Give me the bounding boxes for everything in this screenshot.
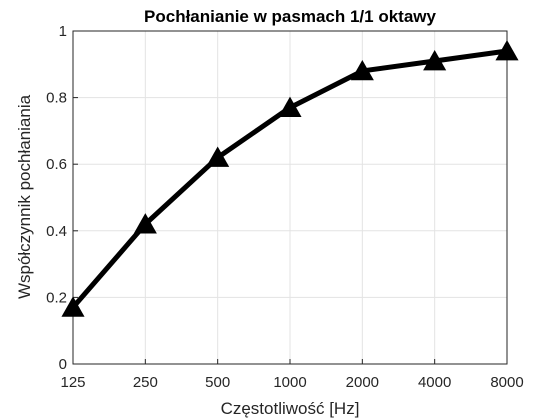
data-point-marker xyxy=(61,296,85,317)
data-point-marker xyxy=(133,213,157,234)
y-tick-label: 0.2 xyxy=(46,289,67,306)
y-tick-label: 1 xyxy=(59,23,67,40)
series-layer xyxy=(61,39,519,317)
data-point-marker xyxy=(278,96,302,117)
chart-title: Pochłanianie w pasmach 1/1 oktawy xyxy=(144,7,436,26)
x-axis-label: Częstotliwość [Hz] xyxy=(221,399,360,418)
x-tick-label: 2000 xyxy=(346,374,379,391)
data-point-marker xyxy=(350,59,374,81)
x-tick-label: 8000 xyxy=(490,374,523,391)
x-tick-label: 1000 xyxy=(273,374,306,391)
y-tick-label: 0.4 xyxy=(46,223,67,240)
x-tick-label: 4000 xyxy=(418,374,451,391)
data-point-marker xyxy=(206,146,230,167)
x-tick-label: 125 xyxy=(60,374,85,391)
x-tick-label: 500 xyxy=(205,374,230,391)
axis-ticks: 125 250 500 1000 2000 4000 8000 0 0.2 0.4 0.6 0.8 1 xyxy=(46,23,524,391)
y-tick-label: 0 xyxy=(59,356,67,373)
y-axis-label: Współczynnik pochłaniania xyxy=(15,94,34,299)
x-tick-label: 250 xyxy=(133,374,158,391)
data-point-marker xyxy=(423,49,447,71)
y-tick-label: 0.6 xyxy=(46,156,67,173)
data-point-marker xyxy=(495,39,519,61)
y-tick-label: 0.8 xyxy=(46,90,67,107)
